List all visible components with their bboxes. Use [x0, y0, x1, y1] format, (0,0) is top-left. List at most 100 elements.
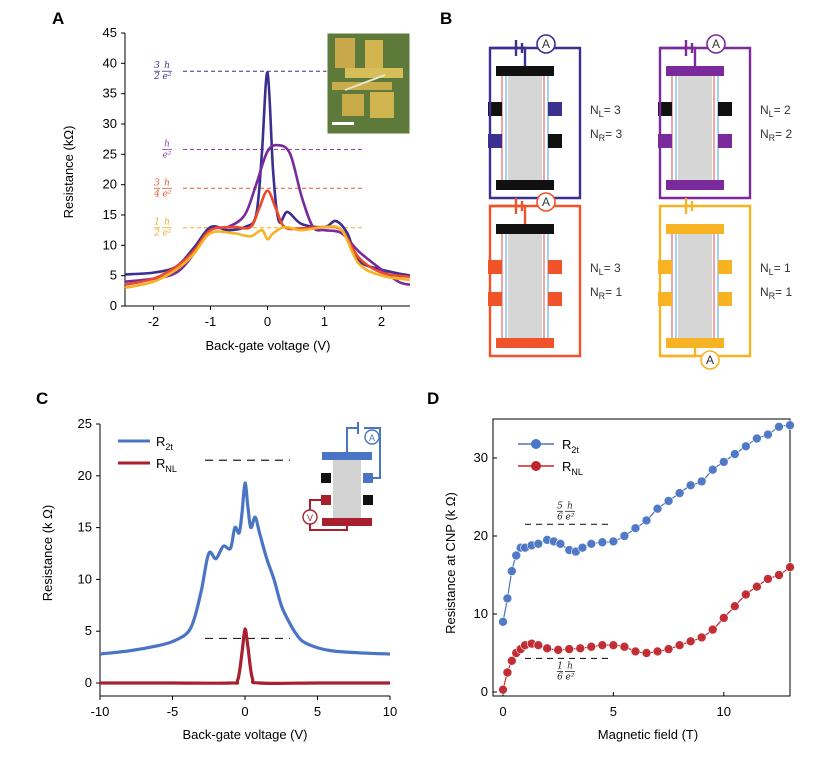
panel-a-ytick-label: 20	[103, 177, 117, 192]
panel-c-ytick-label: 10	[78, 571, 92, 586]
panel-d-point-1	[685, 636, 696, 647]
n-right-sub: R	[599, 133, 606, 143]
panel-a-guide-label-h: h	[164, 139, 170, 149]
panel-d-point-0	[696, 476, 707, 487]
panel-c-xtick-label: 0	[241, 704, 248, 719]
left-contact-2	[658, 292, 672, 306]
n-right-val: = 1	[605, 285, 622, 299]
panel-d-guide-label-den: 6	[557, 672, 563, 682]
device-schematic-0: A NL= 3 NR= 3	[488, 34, 623, 200]
panel-d-point-1	[752, 581, 762, 592]
panel-d-point-0	[555, 538, 566, 549]
panel-d-point-1	[498, 684, 508, 695]
panel-d-guide-label-h: h	[567, 661, 573, 671]
bottom-contact	[666, 180, 724, 190]
panel-d-point-0	[663, 496, 674, 506]
panel-d-point-1	[507, 655, 517, 666]
panel-d-point-1	[608, 640, 619, 651]
left-contact-1	[488, 102, 502, 116]
panel-d-ytick-label: 10	[474, 606, 488, 621]
panel-d-guide-label-num: 1	[557, 661, 563, 671]
circuit-wire-lead	[660, 348, 697, 358]
device-channel	[678, 228, 712, 343]
panel-d-point-1	[641, 648, 652, 658]
n-left-sub: L	[769, 109, 774, 119]
inset-contact	[363, 495, 373, 505]
ammeter-label: A	[542, 195, 550, 209]
panel-c-xtick-label: -5	[167, 704, 179, 719]
inset-wire-blue	[346, 427, 381, 479]
right-contact-1	[718, 102, 732, 116]
panel-a-ytick-label: 5	[110, 268, 117, 283]
panel-a-guide-label-h: h	[164, 218, 170, 228]
top-contact	[496, 224, 554, 234]
panel-label-a: A	[52, 9, 64, 28]
right-contact-1	[548, 260, 562, 274]
panel-c-xlabel: Back-gate voltage (V)	[182, 727, 307, 742]
panel-a-xlabel: Back-gate voltage (V)	[205, 338, 330, 353]
panel-a-guide-label: he²	[162, 139, 172, 160]
panel-d-guide-label-e2: e²	[566, 512, 575, 522]
panel-d-point-0	[763, 429, 773, 440]
panel-d-point-1	[707, 624, 718, 635]
panel-d-point-0	[718, 457, 729, 467]
panel-c-legend-label: RNL	[156, 456, 177, 474]
panel-a-xtick-label: -2	[148, 314, 160, 329]
device-schematic-2: A NL= 3 NR= 1	[488, 192, 623, 358]
n-left-label: NL= 2	[760, 103, 791, 119]
n-right-val: = 1	[775, 285, 792, 299]
panel-a-xtick-label: 1	[321, 314, 328, 329]
panel-d-point-0	[586, 538, 597, 549]
panel-c-xtick-label: -10	[91, 704, 110, 719]
n-right-sub: R	[599, 291, 606, 301]
panel-a-guide-label-den: 2	[153, 72, 160, 82]
panel-d-point-0	[730, 449, 740, 459]
panel-a-ytick-label: 30	[103, 116, 117, 131]
panel-d-point-0	[597, 537, 608, 548]
panel-d-point-0	[511, 550, 522, 561]
panel-c-ytick-label: 5	[85, 623, 92, 638]
panel-d-point-1	[741, 589, 751, 600]
panel-a-guide-label-num: 3	[154, 178, 160, 188]
panel-a-xtick-label: 0	[264, 314, 271, 329]
panel-label-d: D	[427, 389, 439, 408]
panel-a-lines	[124, 71, 411, 290]
panel-c-xtick-label: 5	[314, 704, 321, 719]
panel-d-points	[498, 420, 795, 695]
panel-d-legend-label: RNL	[562, 459, 583, 477]
ammeter-icon	[700, 350, 720, 370]
bottom-contact	[666, 338, 724, 348]
panel-c-ytick-label: 0	[85, 675, 92, 690]
right-contact-2	[548, 134, 562, 148]
inset-voltmeter-icon	[302, 509, 318, 525]
n-left-label: NL= 3	[590, 103, 621, 119]
n-left-label: NL= 1	[760, 261, 791, 277]
panel-a-ytick-label: 45	[103, 25, 117, 40]
panel-d-ytick-label: 20	[474, 528, 488, 543]
panel-c-ytick-label: 15	[78, 520, 92, 535]
panel-d-point-0	[507, 566, 517, 576]
panel-c-series-line-1	[99, 627, 390, 685]
panel-d-point-1	[619, 641, 630, 652]
device-channel	[678, 70, 712, 185]
panel-c-legend-sub: 2t	[165, 442, 173, 452]
panel-d-point-0	[752, 433, 762, 444]
panel-d-point-1	[564, 644, 575, 654]
panel-d-point-1	[586, 641, 597, 652]
panel-d-point-1	[696, 632, 707, 643]
panel-d-point-0	[707, 464, 718, 475]
left-contact-1	[488, 260, 502, 274]
panel-d-point-0	[498, 616, 508, 627]
panel-d-point-0	[577, 542, 588, 553]
panel-a-series-line-0	[124, 71, 411, 277]
panel-d-legend-marker	[531, 439, 541, 449]
ammeter-label: A	[712, 37, 720, 51]
panel-d-point-0	[741, 441, 751, 452]
panel-d-legend-marker	[531, 461, 541, 471]
panel-b-devices: A NL= 3 NR= 3 A NL= 2 NR= 2 A NL= 3 NR= 1 A NL= 1 N…	[488, 34, 793, 370]
